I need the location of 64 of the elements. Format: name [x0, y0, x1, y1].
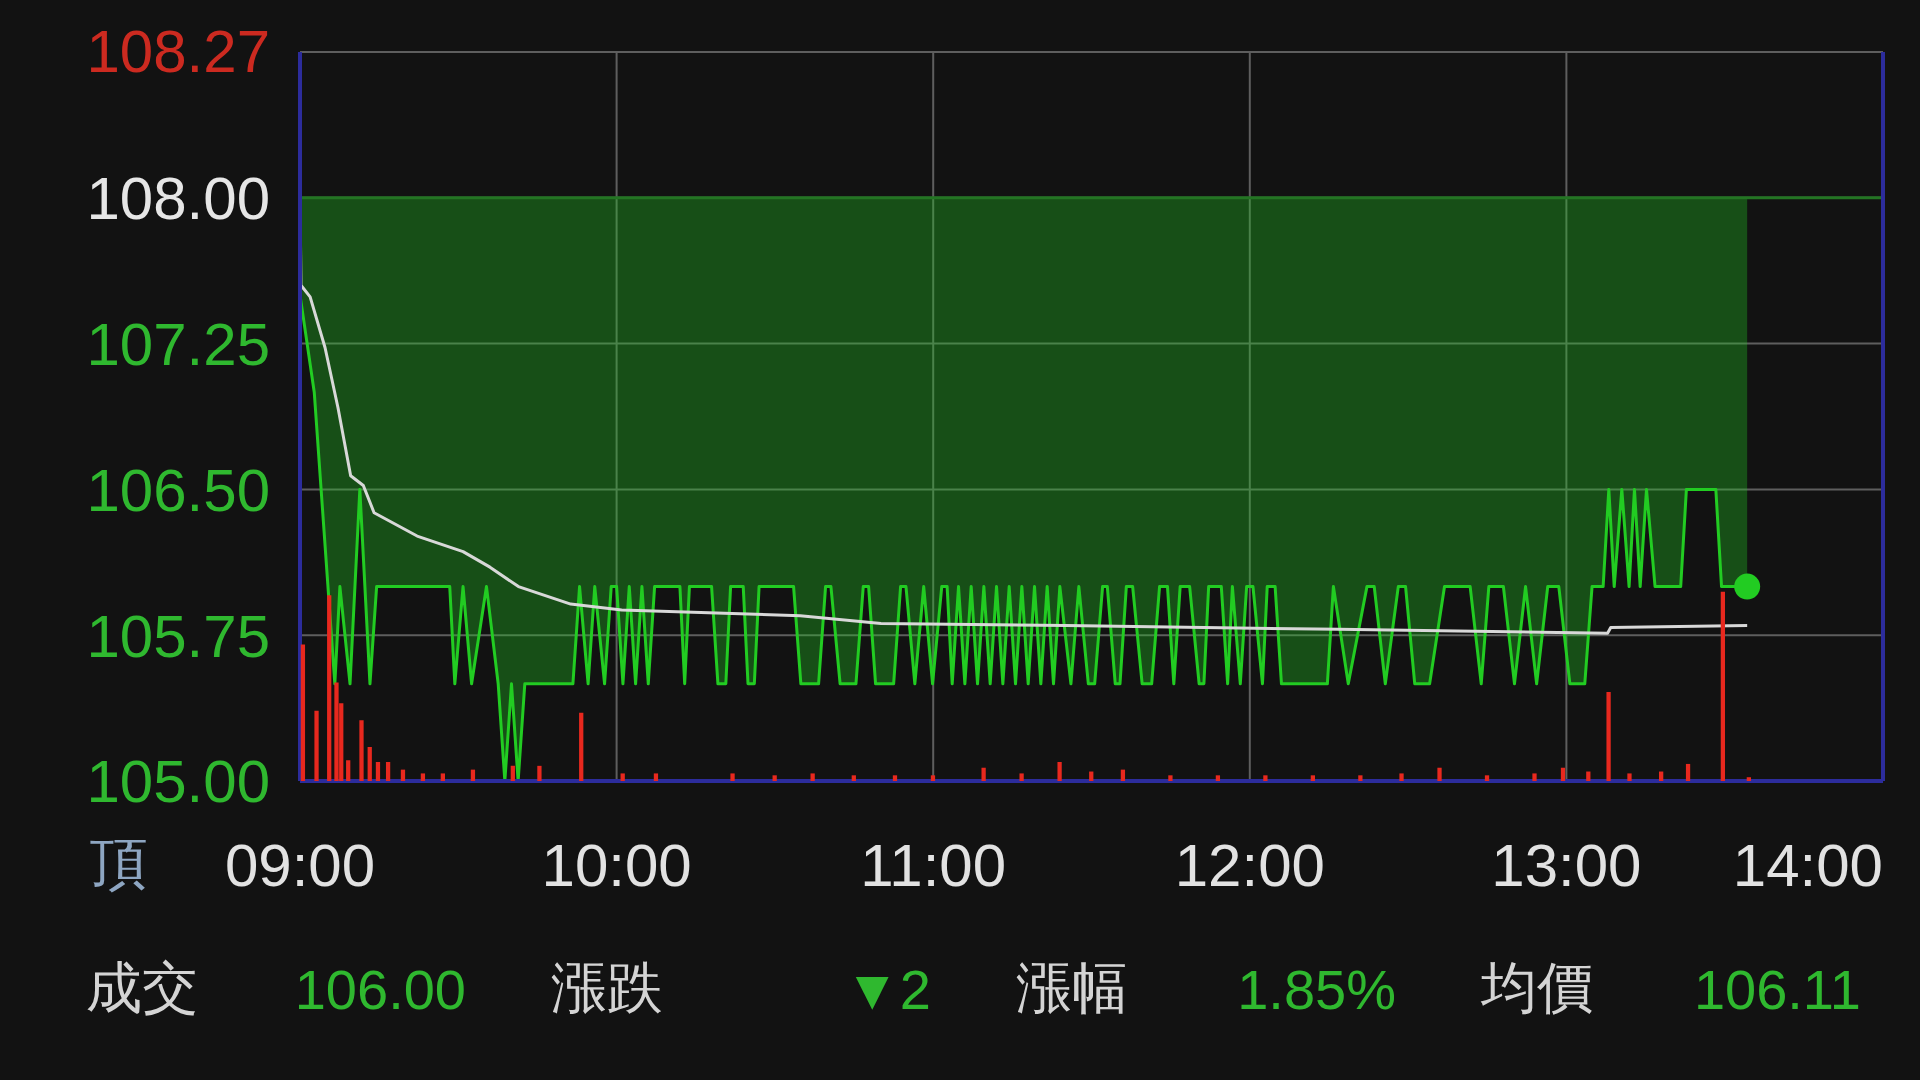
text: 頂 — [90, 829, 148, 897]
x-tick-label: 10:00 — [541, 831, 692, 899]
bar — [1168, 775, 1173, 781]
text: 漲跌 — [551, 955, 663, 1021]
bar — [440, 773, 445, 781]
bar — [1560, 767, 1566, 781]
bar — [1019, 773, 1024, 781]
x-tick-label: 11:00 — [860, 831, 1007, 899]
bar — [1358, 775, 1363, 781]
text: 108.27 — [85, 17, 270, 87]
bar — [1746, 777, 1751, 781]
x-tick-label: 13:00 — [1491, 831, 1642, 899]
bar — [334, 682, 339, 781]
bar — [579, 712, 584, 781]
bar — [400, 769, 406, 781]
text: 106.11 — [1693, 956, 1861, 1022]
bar — [1532, 773, 1537, 781]
bar — [375, 762, 381, 781]
x-tick-label: 12:00 — [1174, 831, 1325, 899]
y-tick-label: 105.00 — [86, 748, 270, 816]
bar — [981, 767, 986, 781]
text: 成交 — [86, 955, 198, 1021]
bar — [510, 765, 515, 781]
bar — [300, 644, 306, 781]
text: 1.85% — [1237, 956, 1396, 1022]
bar — [1685, 763, 1691, 781]
x-tick-label: 09:00 — [224, 831, 376, 899]
bar — [620, 773, 625, 781]
bar — [1720, 591, 1726, 781]
bar — [730, 773, 735, 781]
bar — [385, 762, 391, 781]
bar — [892, 775, 898, 781]
bar — [359, 720, 364, 781]
bar — [772, 775, 777, 781]
bar — [1484, 775, 1490, 781]
bar — [1263, 775, 1268, 781]
bar — [1215, 775, 1221, 781]
bar — [346, 760, 351, 781]
y-tick-label: 106.50 — [86, 456, 270, 524]
bar — [1399, 773, 1404, 781]
text: 均價 — [1481, 955, 1593, 1021]
bar — [470, 769, 476, 781]
bar — [1120, 769, 1126, 781]
bar — [367, 746, 372, 781]
bar — [1310, 775, 1316, 781]
y-tick-label: 107.25 — [86, 310, 270, 378]
bar — [653, 773, 659, 781]
bar — [810, 773, 815, 781]
bar — [1627, 773, 1632, 781]
y-tick-label: 108.00 — [86, 165, 270, 233]
text: 漲幅 — [1016, 955, 1128, 1021]
bar — [314, 710, 319, 781]
bar — [420, 773, 426, 781]
bar — [851, 775, 856, 781]
bar — [1437, 767, 1442, 781]
bar — [1606, 691, 1611, 781]
bar — [537, 765, 542, 781]
text: 106.00 — [294, 956, 466, 1022]
y-tick-label: 105.75 — [86, 602, 270, 670]
bar — [930, 775, 936, 781]
bar — [1057, 762, 1062, 781]
x-tick-label: 14:00 — [1732, 831, 1883, 899]
bar — [327, 595, 332, 781]
text: ▼2 — [844, 956, 931, 1022]
